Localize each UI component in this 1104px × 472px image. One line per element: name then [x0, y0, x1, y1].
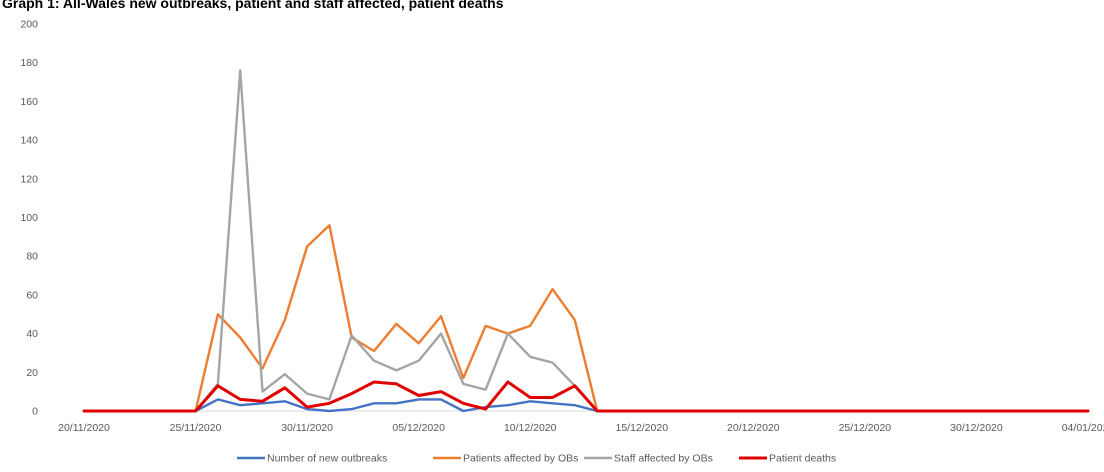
y-tick-label: 160 — [20, 96, 38, 108]
y-tick-label: 0 — [32, 406, 38, 418]
x-tick-label: 25/11/2020 — [170, 422, 222, 434]
y-tick-label: 200 — [20, 19, 38, 31]
series-line-3 — [82, 69, 1090, 413]
x-tick-label: 25/12/2020 — [839, 422, 892, 434]
y-tick-label: 100 — [20, 212, 38, 224]
series-line-1 — [82, 398, 1090, 413]
y-tick-label: 140 — [20, 135, 38, 147]
chart-title: Graph 1: All-Wales new outbreaks, patien… — [2, 0, 504, 11]
x-tick-label: 10/12/2020 — [504, 422, 557, 434]
x-tick-label: 20/11/2020 — [58, 422, 110, 434]
x-tick-label: 04/01/2021 — [1062, 422, 1104, 434]
y-tick-label: 120 — [20, 173, 38, 185]
y-axis-ticks: 0 20 40 60 80 100 120 140 160 180 200 — [20, 19, 38, 418]
x-tick-label: 15/12/2020 — [615, 422, 668, 434]
series-line-4 — [82, 380, 1090, 413]
y-tick-label: 20 — [26, 367, 38, 379]
x-tick-label: 20/12/2020 — [727, 422, 780, 434]
x-tick-label: 30/12/2020 — [950, 422, 1003, 434]
legend: Number of new outbreaks Patients affected… — [237, 453, 836, 465]
legend-label: Patient deaths — [769, 453, 836, 465]
x-axis-ticks: 20/11/2020 25/11/2020 30/11/2020 05/12/2020… — [58, 422, 1104, 434]
legend-label: Patients affected by OBs — [463, 453, 578, 465]
x-tick-label: 05/12/2020 — [392, 422, 445, 434]
legend-label: Number of new outbreaks — [267, 453, 387, 465]
y-tick-label: 180 — [20, 57, 38, 69]
y-tick-label: 80 — [26, 251, 38, 263]
legend-label: Staff affected by OBs — [614, 453, 713, 465]
y-tick-label: 40 — [26, 328, 38, 340]
series-line-2 — [82, 223, 1090, 413]
y-tick-label: 60 — [26, 289, 38, 301]
series-lines — [82, 69, 1090, 413]
x-tick-label: 30/11/2020 — [281, 422, 333, 434]
